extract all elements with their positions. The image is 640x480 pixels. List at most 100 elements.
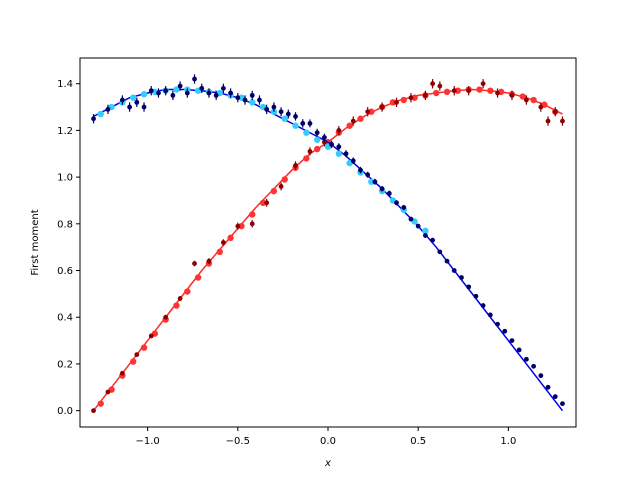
data-point — [281, 115, 288, 122]
data-point — [199, 85, 205, 91]
data-point — [408, 216, 414, 222]
data-point — [560, 118, 565, 124]
data-point — [293, 163, 298, 168]
data-point — [170, 92, 176, 98]
data-point — [473, 293, 479, 299]
data-point — [148, 333, 154, 339]
data-point — [119, 97, 125, 103]
data-point — [173, 302, 180, 309]
data-point — [466, 88, 472, 94]
data-point — [451, 88, 457, 94]
data-point — [235, 95, 241, 101]
data-point — [220, 240, 226, 245]
data-point — [119, 370, 125, 376]
data-point — [476, 86, 483, 93]
data-point — [509, 92, 515, 98]
data-point — [480, 81, 486, 87]
data-point — [163, 88, 169, 94]
data-point — [206, 258, 212, 264]
data-point — [259, 199, 267, 206]
data-point — [228, 90, 234, 96]
data-point — [336, 144, 342, 150]
data-point — [451, 268, 457, 273]
data-point — [257, 97, 262, 103]
data-point — [127, 104, 132, 110]
data-point — [538, 104, 544, 110]
data-point — [379, 186, 385, 192]
data-point — [313, 136, 321, 143]
data-point — [227, 234, 234, 242]
data-point — [495, 321, 500, 327]
data-point — [307, 149, 313, 154]
data-point — [350, 118, 356, 124]
x-tick-label: 0.0 — [320, 436, 336, 447]
data-point — [216, 248, 223, 256]
data-point — [350, 158, 356, 164]
data-point — [400, 96, 407, 104]
data-point — [509, 338, 515, 343]
data-point — [213, 92, 219, 98]
data-point — [415, 223, 421, 229]
data-point — [389, 99, 397, 106]
data-point — [495, 90, 500, 96]
data-point — [487, 87, 494, 94]
data-point — [300, 120, 306, 126]
data-point — [437, 249, 443, 255]
data-point — [336, 127, 342, 133]
data-point — [177, 296, 183, 301]
y-tick-label: 1.0 — [57, 173, 73, 184]
data-point — [329, 142, 335, 147]
data-point — [423, 92, 428, 98]
data-point — [530, 96, 537, 104]
data-point — [278, 109, 284, 115]
y-tick-label: 0.6 — [57, 266, 73, 277]
data-point — [516, 347, 522, 353]
data-point — [358, 167, 363, 173]
data-point — [281, 176, 288, 183]
data-point — [321, 135, 327, 140]
data-point — [105, 106, 111, 112]
data-point — [163, 314, 169, 320]
data-point — [524, 97, 529, 103]
data-point — [430, 237, 436, 243]
data-point — [538, 373, 544, 379]
data-point — [531, 363, 537, 369]
y-axis-label: First moment — [30, 209, 41, 275]
data-point — [130, 358, 137, 365]
data-point — [365, 109, 371, 115]
data-point — [443, 88, 451, 96]
data-point — [480, 303, 486, 308]
x-tick-label: −0.5 — [226, 436, 250, 447]
data-point — [91, 116, 96, 122]
data-point — [365, 172, 371, 178]
data-point — [524, 356, 529, 362]
data-point — [560, 401, 565, 407]
x-tick-label: −1.0 — [135, 436, 159, 447]
y-axis: 0.0 0.2 0.4 0.6 0.8 1.0 1.2 1.4 — [57, 79, 80, 417]
data-point — [235, 223, 241, 229]
data-point — [433, 89, 440, 97]
data-point — [184, 288, 191, 295]
data-point — [173, 86, 180, 93]
data-point — [285, 111, 291, 117]
data-point — [394, 200, 399, 206]
data-point — [134, 352, 140, 357]
data-point — [303, 155, 310, 162]
data-point — [437, 83, 443, 89]
data-point — [335, 150, 343, 157]
y-tick-label: 0.0 — [57, 406, 73, 417]
y-tick-label: 0.2 — [57, 359, 73, 370]
x-axis-label: x — [324, 458, 331, 469]
data-point — [242, 97, 248, 103]
data-point — [386, 191, 392, 196]
data-point — [192, 76, 197, 82]
data-point — [105, 389, 111, 395]
y-tick-label: 1.4 — [57, 79, 73, 90]
data-point — [249, 99, 256, 106]
data-point — [357, 115, 364, 122]
data-point — [192, 261, 197, 266]
data-point — [519, 93, 526, 100]
y-tick-label: 1.2 — [57, 126, 73, 137]
data-point — [264, 106, 270, 112]
data-point — [314, 130, 320, 136]
